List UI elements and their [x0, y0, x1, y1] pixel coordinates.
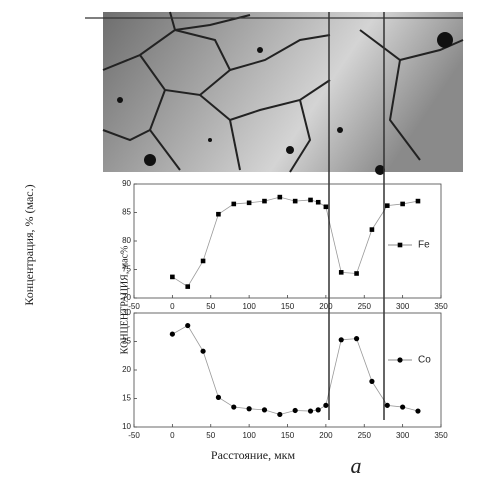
- panel-label: а: [351, 453, 362, 477]
- y-tick-label: 90: [122, 179, 131, 188]
- y-tick-label: 25: [122, 337, 131, 346]
- x-tick-label: 50: [206, 302, 215, 311]
- y-axis-label: КОНЦЕНТРАЦИЯ, мас%: [119, 246, 130, 355]
- x-tick-label: 300: [396, 302, 410, 311]
- outer-y-label: Концентрация, % (мас.): [22, 184, 36, 305]
- data-point: [354, 271, 359, 276]
- x-tick-label: 100: [242, 431, 256, 440]
- data-point: [400, 201, 405, 207]
- x-axis-label: Расстояние, мкм: [211, 448, 296, 462]
- data-point: [200, 348, 206, 354]
- x-tick-label: -50: [128, 431, 140, 440]
- y-tick-label: 75: [122, 265, 131, 274]
- data-point: [231, 201, 237, 207]
- data-point: [307, 408, 314, 414]
- x-tick-label: 350: [434, 302, 448, 311]
- x-tick-label: 100: [242, 302, 256, 311]
- x-tick-label: 250: [358, 431, 372, 440]
- data-point: [323, 402, 329, 408]
- plot-frame: [133, 183, 442, 299]
- data-point: [369, 378, 375, 384]
- legend-marker: [397, 357, 403, 363]
- data-point: [169, 331, 175, 337]
- y-tick-label: 80: [122, 236, 131, 245]
- data-point: [315, 199, 321, 205]
- x-tick-label: 250: [358, 302, 372, 311]
- series-line: [172, 196, 419, 288]
- x-tick-label: 200: [319, 302, 333, 311]
- data-point: [246, 406, 252, 412]
- data-point: [262, 198, 267, 204]
- data-point: [338, 337, 344, 343]
- x-tick-label: 350: [434, 431, 448, 440]
- y-tick-label: 10: [122, 422, 131, 431]
- data-point: [292, 198, 298, 204]
- data-point: [415, 408, 421, 414]
- legend-label: Co: [418, 355, 431, 366]
- data-point: [216, 211, 221, 217]
- x-tick-label: 50: [206, 431, 215, 440]
- x-tick-label: 150: [281, 431, 295, 440]
- data-point: [315, 407, 321, 413]
- data-point: [185, 322, 191, 329]
- legend-marker: [397, 242, 403, 248]
- data-point: [369, 227, 375, 232]
- x-tick-label: 0: [170, 302, 175, 311]
- y-tick-label: 30: [122, 308, 131, 317]
- x-tick-label: 150: [281, 302, 295, 311]
- data-point: [215, 394, 222, 400]
- data-point: [185, 284, 191, 289]
- data-point: [170, 274, 175, 280]
- data-point: [384, 203, 390, 208]
- y-tick-label: 20: [122, 365, 131, 374]
- data-point: [400, 404, 406, 410]
- micrograph: [102, 11, 464, 175]
- x-tick-label: 300: [396, 431, 410, 440]
- data-point: [231, 404, 237, 410]
- series-line: [172, 325, 419, 415]
- x-tick-label: 200: [319, 431, 333, 440]
- data-point: [246, 200, 252, 206]
- data-point: [323, 204, 329, 210]
- x-tick-label: -50: [128, 302, 140, 311]
- data-point: [308, 197, 313, 203]
- data-point: [292, 407, 298, 414]
- data-point: [384, 402, 390, 408]
- y-tick-label: 70: [122, 293, 131, 302]
- data-point: [200, 258, 206, 264]
- data-point: [277, 411, 283, 418]
- y-tick-label: 85: [122, 208, 131, 217]
- data-point: [277, 194, 283, 200]
- x-tick-label: 0: [170, 431, 175, 440]
- data-point: [415, 198, 421, 204]
- legend-label: Fe: [418, 240, 430, 251]
- data-point: [338, 270, 344, 275]
- y-tick-label: 15: [122, 394, 131, 403]
- data-point: [353, 336, 360, 342]
- data-point: [261, 407, 268, 413]
